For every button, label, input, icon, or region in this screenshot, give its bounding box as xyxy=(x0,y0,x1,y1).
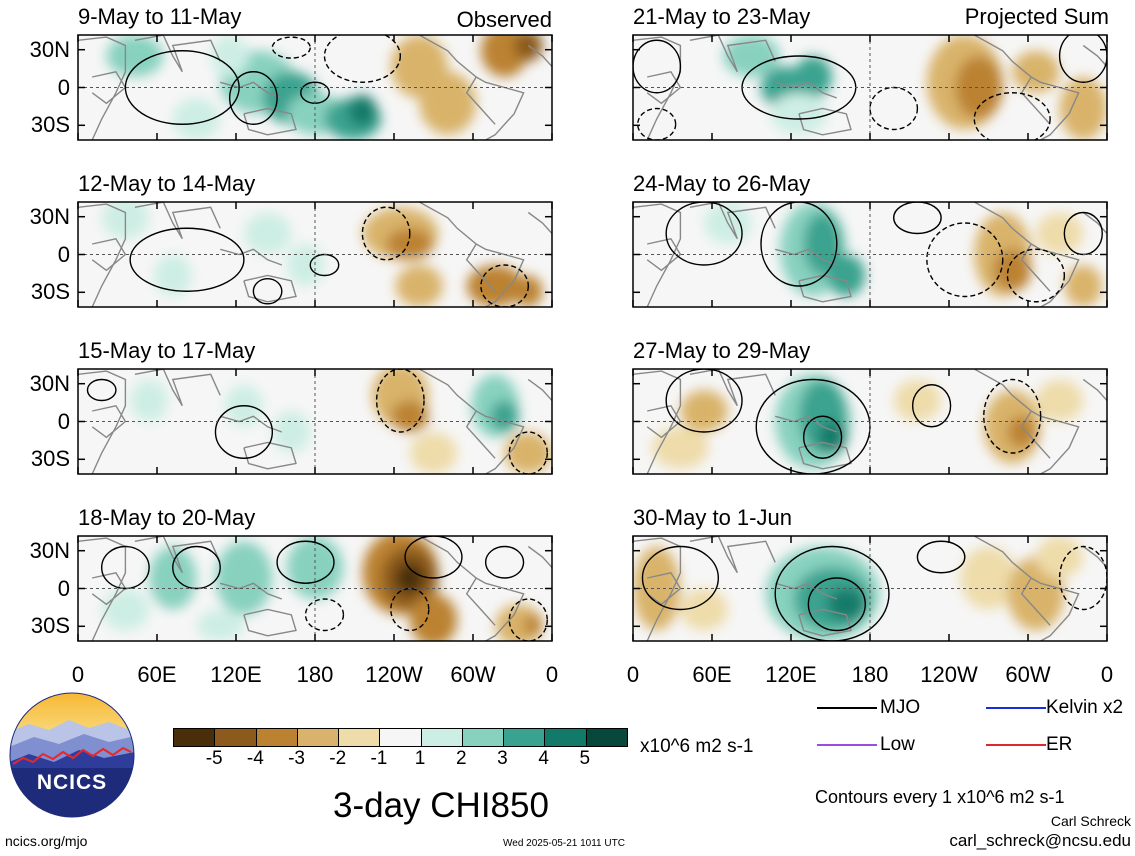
colorbar-swatch xyxy=(174,729,215,746)
map-panel-obs-3 xyxy=(78,369,552,474)
website: ncics.org/mjo xyxy=(5,833,88,849)
legend-label-kelvin: Kelvin x2 xyxy=(1046,697,1124,718)
main-title: 3-day CHI850 xyxy=(333,786,549,825)
panel-title-1: 9-May to 11-May xyxy=(78,4,242,29)
lon-label: 120W xyxy=(365,662,423,687)
map-panel-proj-1 xyxy=(633,35,1107,140)
lat-label: 0 xyxy=(57,575,70,601)
colorbar-swatch xyxy=(296,729,339,746)
panel-title-5: 21-May to 23-May xyxy=(633,4,811,29)
legend-line-er xyxy=(986,744,1046,746)
lon-label: 120E xyxy=(210,662,262,687)
lat-label: 0 xyxy=(57,74,70,100)
lon-label: 0 xyxy=(71,662,85,687)
panel-title-8: 30-May to 1-Jun xyxy=(633,505,792,530)
legend-label-low: Low xyxy=(880,734,915,755)
colorbar-swatch xyxy=(338,729,380,746)
lon-label: 180 xyxy=(296,662,334,687)
colorbar-units: x10^6 m2 s-1 xyxy=(640,736,754,757)
colorbar-swatch xyxy=(379,729,421,746)
lat-label: 30N xyxy=(29,370,70,396)
timestamp: Wed 2025-05-21 1011 UTC xyxy=(503,838,625,849)
lat-label: 30S xyxy=(30,112,70,138)
colorbar-swatch xyxy=(503,729,545,746)
colorbar-tick: -3 xyxy=(288,748,305,769)
lon-label: 60E xyxy=(137,662,177,687)
author: Carl Schreck xyxy=(1050,813,1131,829)
lat-label: 30S xyxy=(30,446,70,472)
map-panel-proj-4 xyxy=(633,536,1107,641)
legend-line-low xyxy=(817,744,877,746)
panel-title-3: 15-May to 17-May xyxy=(78,338,256,363)
legend-label-mjo: MJO xyxy=(880,697,921,718)
lat-label: 30S xyxy=(30,279,70,305)
lat-label: 30N xyxy=(29,36,70,62)
colorbar-swatch xyxy=(544,729,586,746)
contour-note: Contours every 1 x10^6 m2 s-1 xyxy=(815,787,1065,807)
legend-line-kelvin xyxy=(986,707,1046,709)
panel-title-6: 24-May to 26-May xyxy=(633,171,811,196)
lon-label: 120E xyxy=(765,662,817,687)
lon-label: 60E xyxy=(692,662,732,687)
lat-label: 30S xyxy=(30,613,70,639)
colorbar-tick: -4 xyxy=(246,748,264,769)
legend-line-mjo xyxy=(817,707,877,709)
map-panel-proj-2 xyxy=(633,202,1107,307)
lat-label: 30N xyxy=(29,203,70,229)
observed-label: Observed xyxy=(456,7,552,32)
lon-label: 0 xyxy=(545,662,559,687)
colorbar-tick: 1 xyxy=(414,748,426,769)
colorbar-tick: -2 xyxy=(329,748,347,769)
lon-label: 60W xyxy=(1005,662,1051,687)
map-panel-obs-4 xyxy=(78,536,552,641)
lat-label: 0 xyxy=(57,241,70,267)
colorbar-swatch xyxy=(585,729,627,746)
email: carl_schreck@ncsu.edu xyxy=(949,831,1131,850)
map-panel-obs-1 xyxy=(78,35,552,140)
colorbar-swatch xyxy=(420,729,462,746)
lon-label: 120W xyxy=(920,662,978,687)
lat-label: 30N xyxy=(29,537,70,563)
lon-label: 180 xyxy=(851,662,889,687)
colorbar-tick: -1 xyxy=(370,748,388,769)
colorbar-swatch xyxy=(255,729,297,746)
map-panel-proj-3 xyxy=(633,369,1107,474)
logo-text: NCICS xyxy=(36,771,108,794)
panel-title-7: 27-May to 29-May xyxy=(633,338,811,363)
legend-label-er: ER xyxy=(1046,734,1073,755)
colorbar-swatch xyxy=(214,729,256,746)
panel-title-4: 18-May to 20-May xyxy=(78,505,256,530)
colorbar-tick: 3 xyxy=(497,748,508,769)
colorbar-swatch xyxy=(461,729,504,746)
panel-title-2: 12-May to 14-May xyxy=(78,171,256,196)
colorbar xyxy=(173,728,628,747)
lon-label: 0 xyxy=(626,662,640,687)
projected-sum-label: Projected Sum xyxy=(964,4,1109,29)
lon-label: 60W xyxy=(450,662,496,687)
colorbar-tick: 2 xyxy=(455,748,467,769)
colorbar-tick: 4 xyxy=(538,748,549,769)
map-panel-obs-2 xyxy=(78,202,552,307)
colorbar-tick: -5 xyxy=(205,748,223,769)
lat-label: 0 xyxy=(57,408,70,434)
ncics-logo: NCICS xyxy=(9,692,135,818)
colorbar-tick: 5 xyxy=(579,748,591,769)
lon-label: 0 xyxy=(1100,662,1114,687)
